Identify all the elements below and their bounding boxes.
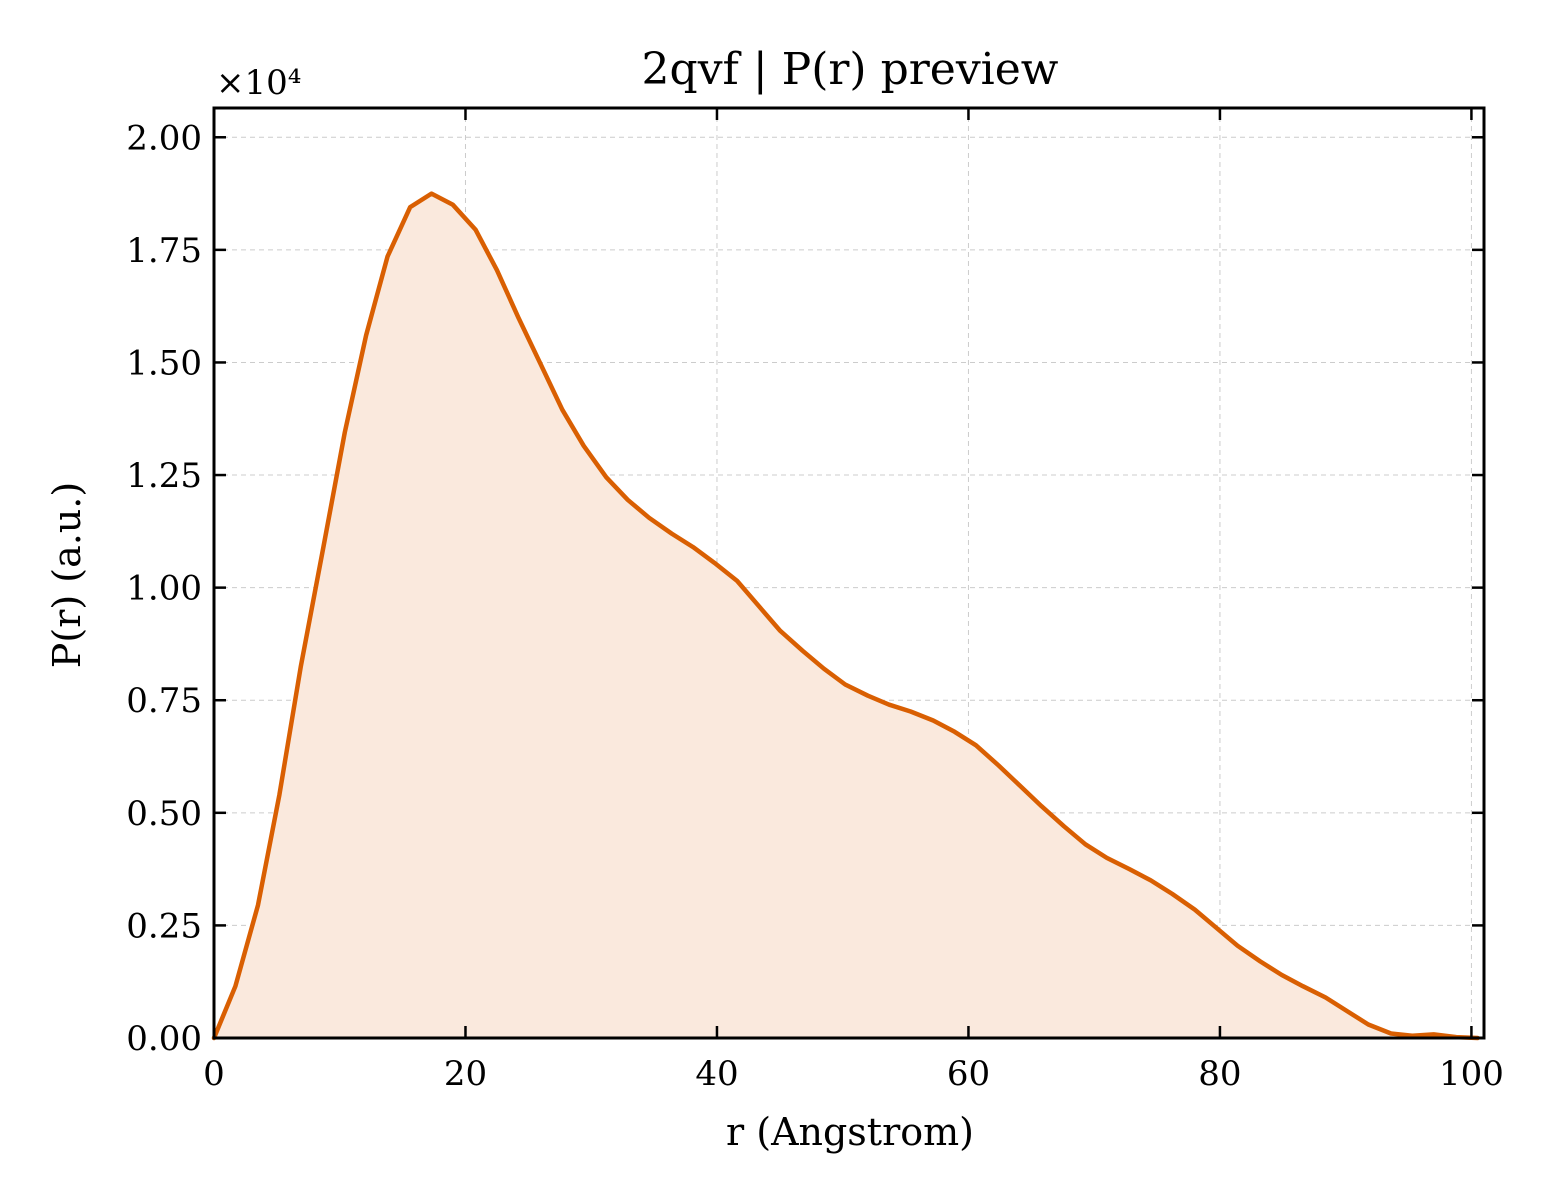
y-tick-labels: 0.00 0.25 0.50 0.75 1.00 1.25 1.50 1.75 2.00 — [126, 118, 202, 1059]
x-tick-label: 40 — [695, 1054, 738, 1094]
series-line — [211, 191, 1480, 1041]
x-tick-labels: 0 20 40 60 80 100 — [203, 1054, 1504, 1094]
x-axis-label: r (Angstrom) — [726, 1110, 974, 1154]
y-tick-label: 0.25 — [126, 906, 202, 946]
x-tick-label: 20 — [444, 1054, 487, 1094]
x-tick-label: 100 — [1439, 1054, 1504, 1094]
y-tick-label: 1.75 — [126, 231, 202, 271]
y-tick-label: 0.75 — [126, 681, 202, 721]
x-tick-label: 60 — [947, 1054, 990, 1094]
plot-frame — [212, 106, 1486, 1040]
area-fill — [214, 193, 1478, 1039]
y-tick-label: 0.00 — [126, 1019, 202, 1059]
chart-title: 2qvf | P(r) preview — [642, 44, 1059, 95]
y-tick-label: 1.25 — [126, 456, 202, 496]
y-tick-label: 0.50 — [126, 794, 202, 834]
y-tick-label: 1.50 — [126, 343, 202, 383]
x-tick-label: 0 — [203, 1054, 225, 1094]
y-axis-label: P(r) (a.u.) — [45, 482, 89, 668]
x-tick-label: 80 — [1198, 1054, 1241, 1094]
y-tick-label: 1.00 — [126, 569, 202, 609]
y-multiplier-label: ×10⁴ — [216, 63, 301, 103]
axis-ticks — [212, 108, 1484, 1040]
y-tick-label: 2.00 — [126, 118, 202, 158]
